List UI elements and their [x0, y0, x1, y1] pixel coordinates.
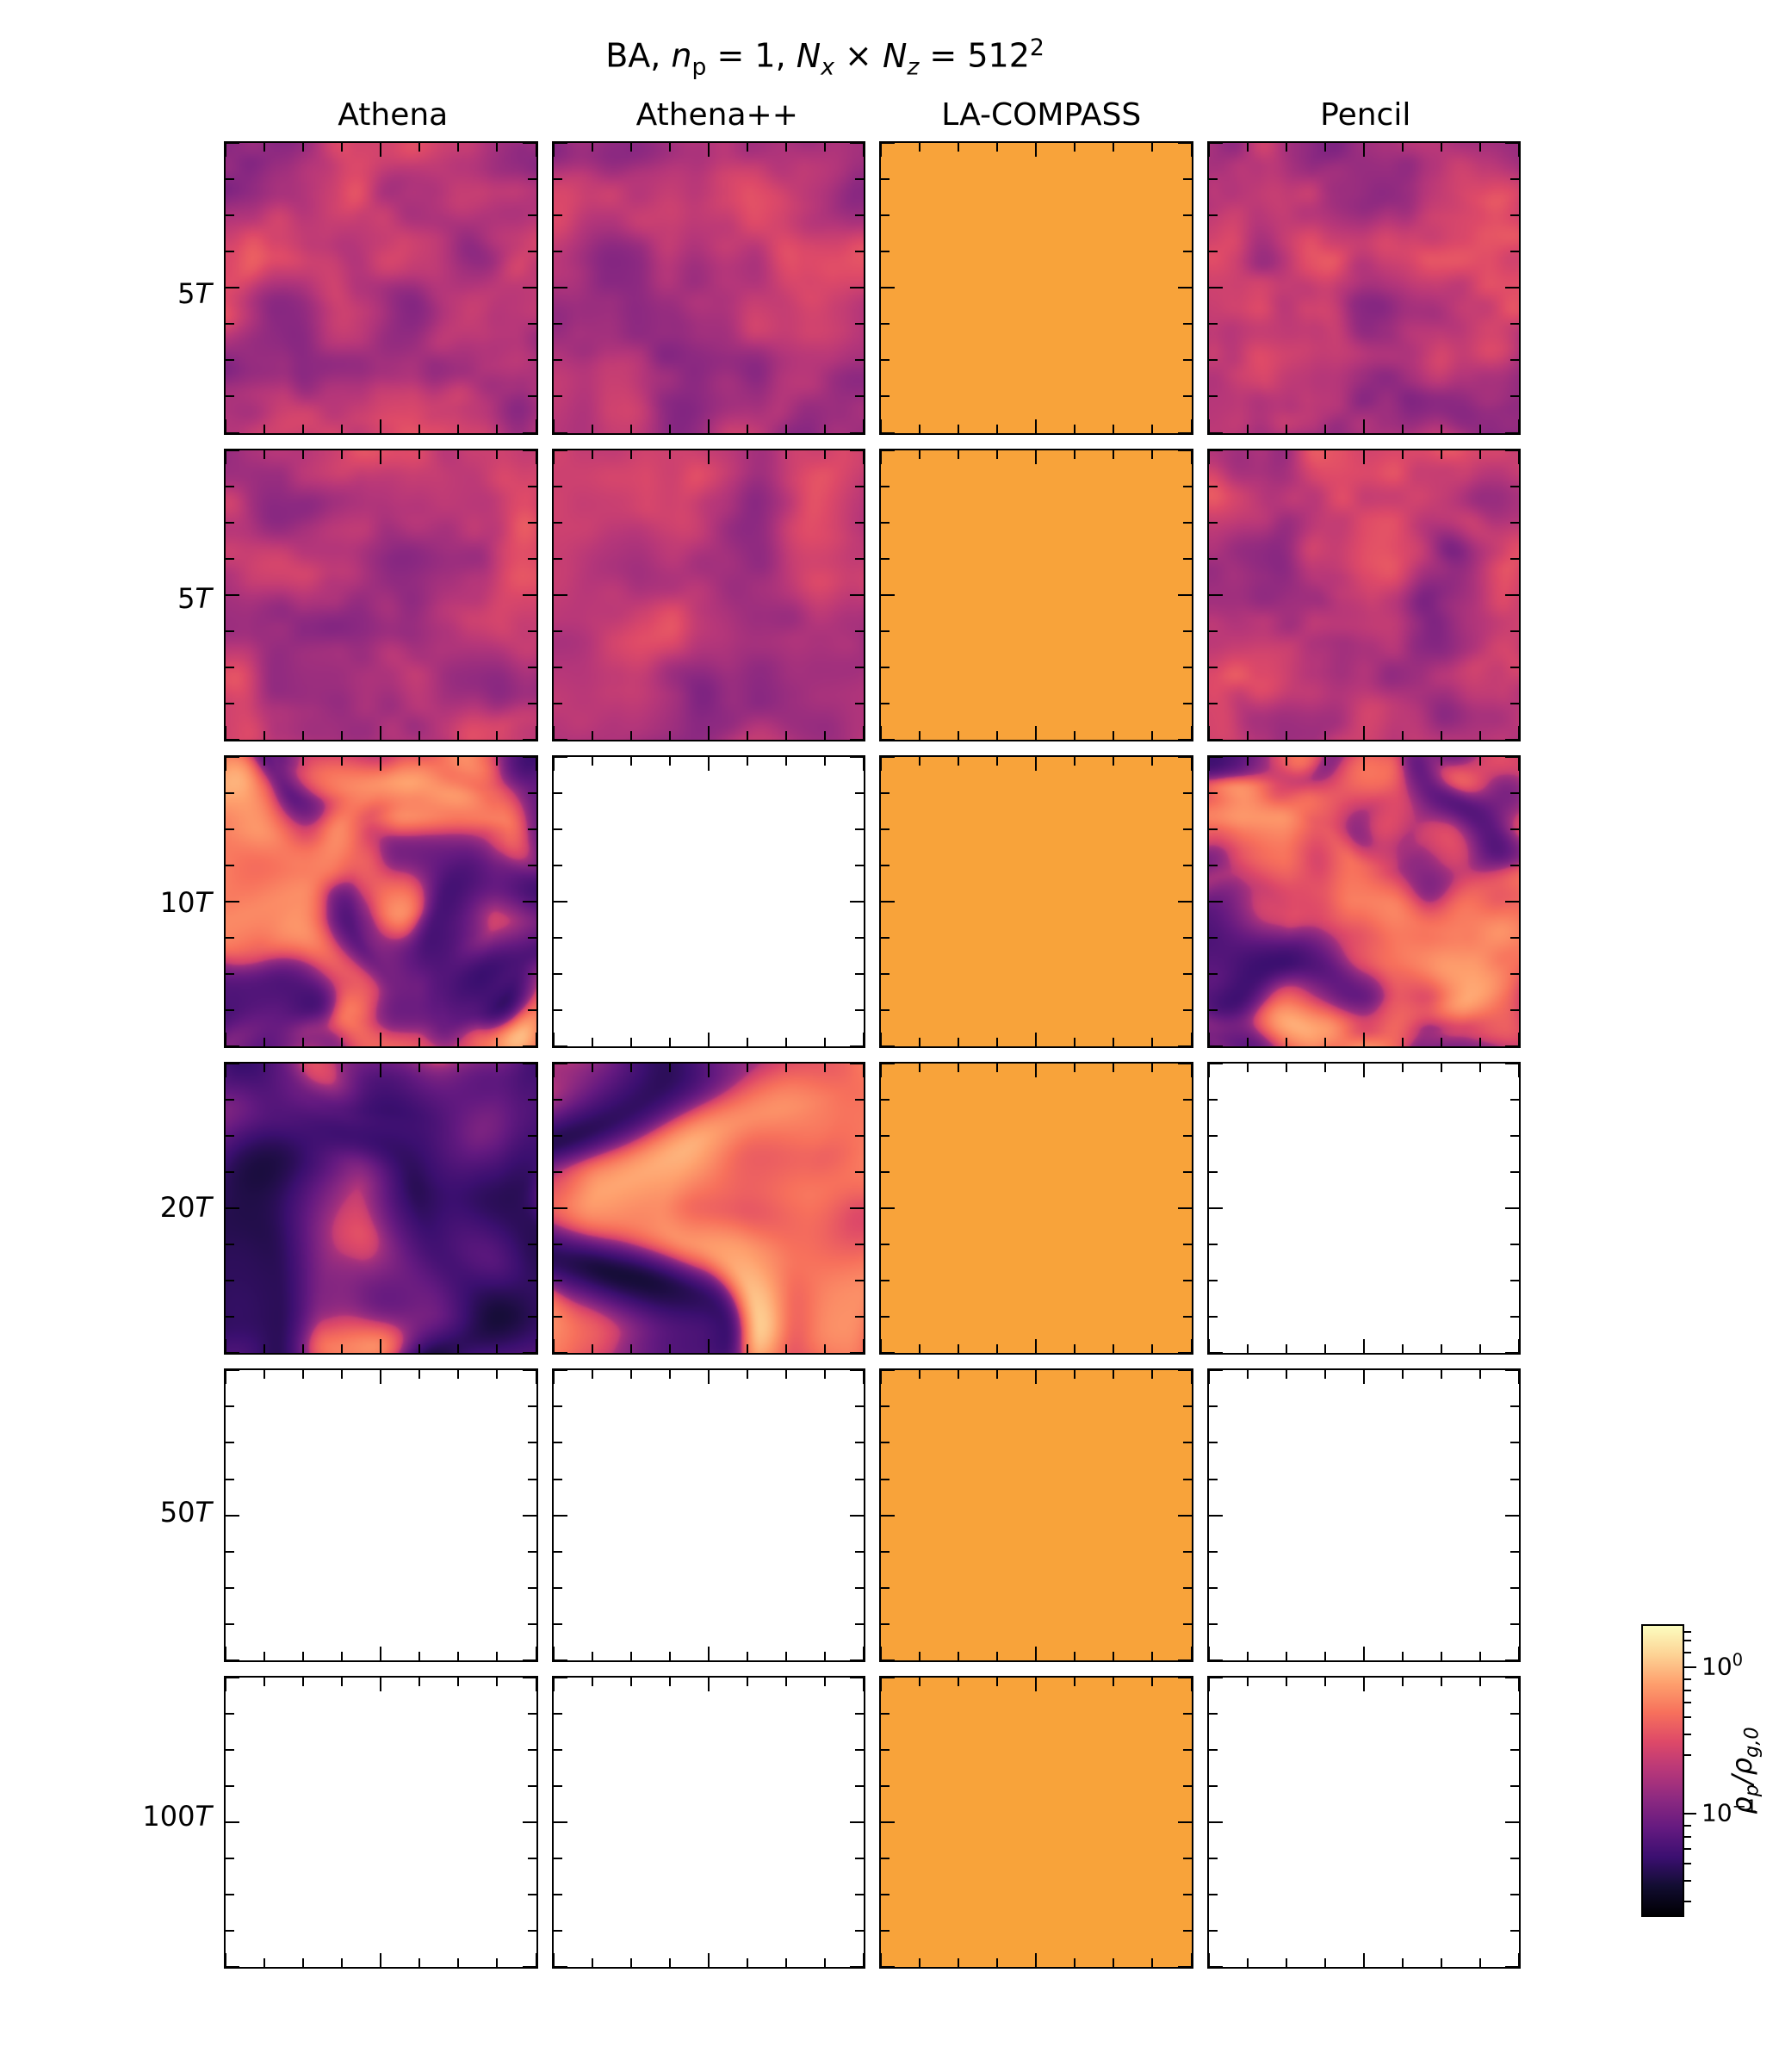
panel-r2-c0: [224, 755, 538, 1048]
density-heatmap: [226, 1064, 536, 1353]
colorbar-gradient: [1641, 1624, 1684, 1917]
panel-r1-c2: [879, 449, 1193, 741]
panel-r0-c3: [1207, 141, 1522, 434]
row-label-2: 10T: [129, 751, 224, 1056]
colorbar-tick-minor: [1684, 1880, 1691, 1882]
colorbar-tick-minor: [1684, 1901, 1691, 1902]
colorbar-tick-minor: [1684, 1734, 1691, 1735]
panel-r2-c1: [552, 755, 866, 1048]
panel-r5-c2: [879, 1676, 1193, 1969]
row-label-0: 5T: [129, 141, 224, 446]
row-labels-column: 5T 5T 10T 20T 50T 100T: [129, 141, 224, 1969]
density-heatmap: [554, 450, 865, 740]
colorbar-tick-minor: [1684, 1825, 1691, 1827]
panel-r5-c1: [552, 1676, 866, 1969]
density-heatmap: [1209, 757, 1520, 1046]
colorbar-tick-minor: [1684, 1836, 1691, 1838]
column-headers-row: Athena Athena++ LA-COMPASS Pencil: [129, 97, 1521, 133]
panel-r0-c1: [552, 141, 866, 434]
density-heatmap: [1209, 1370, 1520, 1659]
panel-r3-c1: [552, 1062, 866, 1355]
density-heatmap: [1209, 450, 1520, 740]
row-label-5: 100T: [129, 1664, 224, 1969]
colorbar-tick-minor: [1684, 1754, 1691, 1756]
density-heatmap: [226, 143, 536, 432]
figure: BA, np = 1, Nx × Nz = 5122 Athena Athena…: [0, 0, 1779, 2072]
density-heatmap: [554, 757, 865, 1046]
panel-r2-c3: [1207, 755, 1522, 1048]
panel-r3-c3: [1207, 1062, 1522, 1355]
density-heatmap: [1209, 1678, 1520, 1967]
colorbar-tick-minor: [1684, 1848, 1691, 1850]
panel-r1-c1: [552, 449, 866, 741]
figure-suptitle: BA, np = 1, Nx × Nz = 5122: [129, 34, 1521, 80]
panel-r4-c0: [224, 1368, 538, 1661]
density-heatmap: [554, 1678, 865, 1967]
col-header-spacer: [129, 97, 224, 133]
density-heatmap: [554, 143, 865, 432]
panel-r4-c3: [1207, 1368, 1522, 1661]
panel-grid: −101−101x/Hgz/Hg: [224, 141, 1521, 1969]
panel-r5-c0: −101−101x/Hgz/Hg: [224, 1676, 538, 1969]
colorbar-tick-minor: [1684, 1640, 1691, 1641]
row-label-1: 5T: [129, 446, 224, 751]
density-heatmap: [554, 1370, 865, 1659]
density-heatmap: [554, 1064, 865, 1353]
panel-r1-c3: [1207, 449, 1522, 741]
panel-r3-c0: [224, 1062, 538, 1355]
colorbar-tick-minor: [1684, 1652, 1691, 1653]
colorbar-tick-minor: [1684, 1702, 1691, 1703]
colorbar-tick-minor: [1684, 1716, 1691, 1718]
colorbar: 10010−1 ρp/ρg,0: [1641, 1624, 1684, 1917]
colorbar-tick-minor: [1684, 1690, 1691, 1691]
panel-r4-c2: [879, 1368, 1193, 1661]
panel-r5-c3: [1207, 1676, 1522, 1969]
density-heatmap: [226, 450, 536, 740]
density-heatmap: [226, 757, 536, 1046]
panel-r3-c2: [879, 1062, 1193, 1355]
panel-r2-c2: [879, 755, 1193, 1048]
panel-r0-c2: [879, 141, 1193, 434]
col-header-1: Athena++: [562, 97, 873, 133]
row-label-4: 50T: [129, 1360, 224, 1665]
panel-r0-c0: [224, 141, 538, 434]
colorbar-tick-major: 100: [1684, 1666, 1743, 1668]
density-heatmap: [226, 1678, 536, 1967]
grid-wrap: 5T 5T 10T 20T 50T 100T −101−101x/Hgz/Hg: [129, 141, 1521, 1969]
colorbar-tick-minor: [1684, 1678, 1691, 1680]
density-heatmap: [1209, 1064, 1520, 1353]
colorbar-tick-minor: [1684, 1631, 1691, 1633]
colorbar-tick-minor: [1684, 1863, 1691, 1864]
panel-r4-c1: [552, 1368, 866, 1661]
col-header-0: Athena: [238, 97, 549, 133]
row-label-3: 20T: [129, 1055, 224, 1360]
colorbar-label: ρp/ρg,0: [1726, 1727, 1763, 1814]
panel-r1-c0: [224, 449, 538, 741]
col-header-2: LA-COMPASS: [886, 97, 1197, 133]
density-heatmap: [1209, 143, 1520, 432]
density-heatmap: [226, 1370, 536, 1659]
col-header-3: Pencil: [1211, 97, 1522, 133]
